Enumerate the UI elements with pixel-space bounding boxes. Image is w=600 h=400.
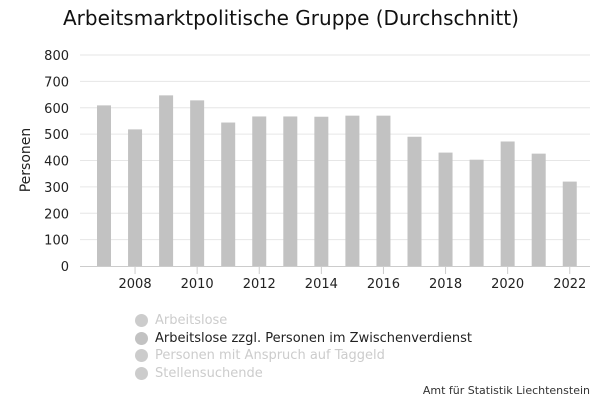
bar-2022[interactable] [562,181,577,266]
y-tick-label: 500 [44,128,69,143]
legend-dot-icon [135,331,148,345]
y-tick-label: 200 [44,207,69,222]
chart-title: Arbeitsmarktpolitische Gruppe (Durchschn… [63,6,519,30]
x-tick-label: 2022 [553,277,586,292]
y-axis-label: Personen [18,128,34,193]
legend-label: Arbeitslose [155,313,228,329]
x-tick-label: 2014 [305,277,338,292]
source-credit: Amt für Statistik Liechtenstein [422,384,590,397]
bar-2013[interactable] [283,116,298,266]
bars [97,95,577,267]
legend-item-taggeld[interactable]: Personen mit Anspruch auf Taggeld [135,347,472,365]
legend-dot-icon [135,366,148,380]
legend-label: Stellensuchende [155,365,263,381]
x-tick-label: 2016 [367,277,400,292]
x-tick-label: 2018 [429,277,462,292]
y-tick-label: 600 [44,102,69,117]
bar-2017[interactable] [407,136,422,266]
x-tick-label: 2020 [491,277,524,292]
legend-item-stellensuchende[interactable]: Stellensuchende [135,365,472,383]
legend-label: Arbeitslose zzgl. Personen im Zwischenve… [155,330,473,346]
bar-2016[interactable] [376,115,391,266]
y-tick-label: 400 [44,155,69,170]
legend-label: Personen mit Anspruch auf Taggeld [155,348,385,364]
y-tick-label: 800 [44,49,69,64]
bar-2019[interactable] [469,159,484,266]
bar-2021[interactable] [531,153,546,266]
x-axis-ticks: 2008 2010 2012 2014 2016 2018 2020 2022 [119,266,586,292]
y-tick-label: 300 [44,181,69,196]
bar-2012[interactable] [252,116,267,266]
x-tick-label: 2012 [243,277,276,292]
legend-dot-icon [135,314,148,328]
bar-2015[interactable] [345,115,360,266]
legend-dot-icon [135,349,148,363]
bar-2009[interactable] [159,95,174,266]
legend-item-arbeitslose-zwischenverdienst[interactable]: Arbeitslose zzgl. Personen im Zwischenve… [135,330,472,348]
y-tick-label: 0 [61,260,69,275]
y-axis-ticks: 0 100 200 300 400 500 600 700 800 [44,49,69,275]
bar-2008[interactable] [128,129,143,266]
legend-item-arbeitslose[interactable]: Arbeitslose [135,312,472,330]
x-tick-label: 2008 [119,277,152,292]
y-tick-label: 100 [44,234,69,249]
legend: Arbeitslose Arbeitslose zzgl. Personen i… [135,312,472,382]
x-tick-label: 2010 [181,277,214,292]
bar-2011[interactable] [221,122,236,267]
bar-2007[interactable] [97,105,111,266]
bar-2018[interactable] [438,152,453,266]
y-tick-label: 700 [44,75,69,90]
bar-2010[interactable] [190,100,205,267]
bar-2014[interactable] [314,116,329,266]
bar-2020[interactable] [500,141,515,266]
